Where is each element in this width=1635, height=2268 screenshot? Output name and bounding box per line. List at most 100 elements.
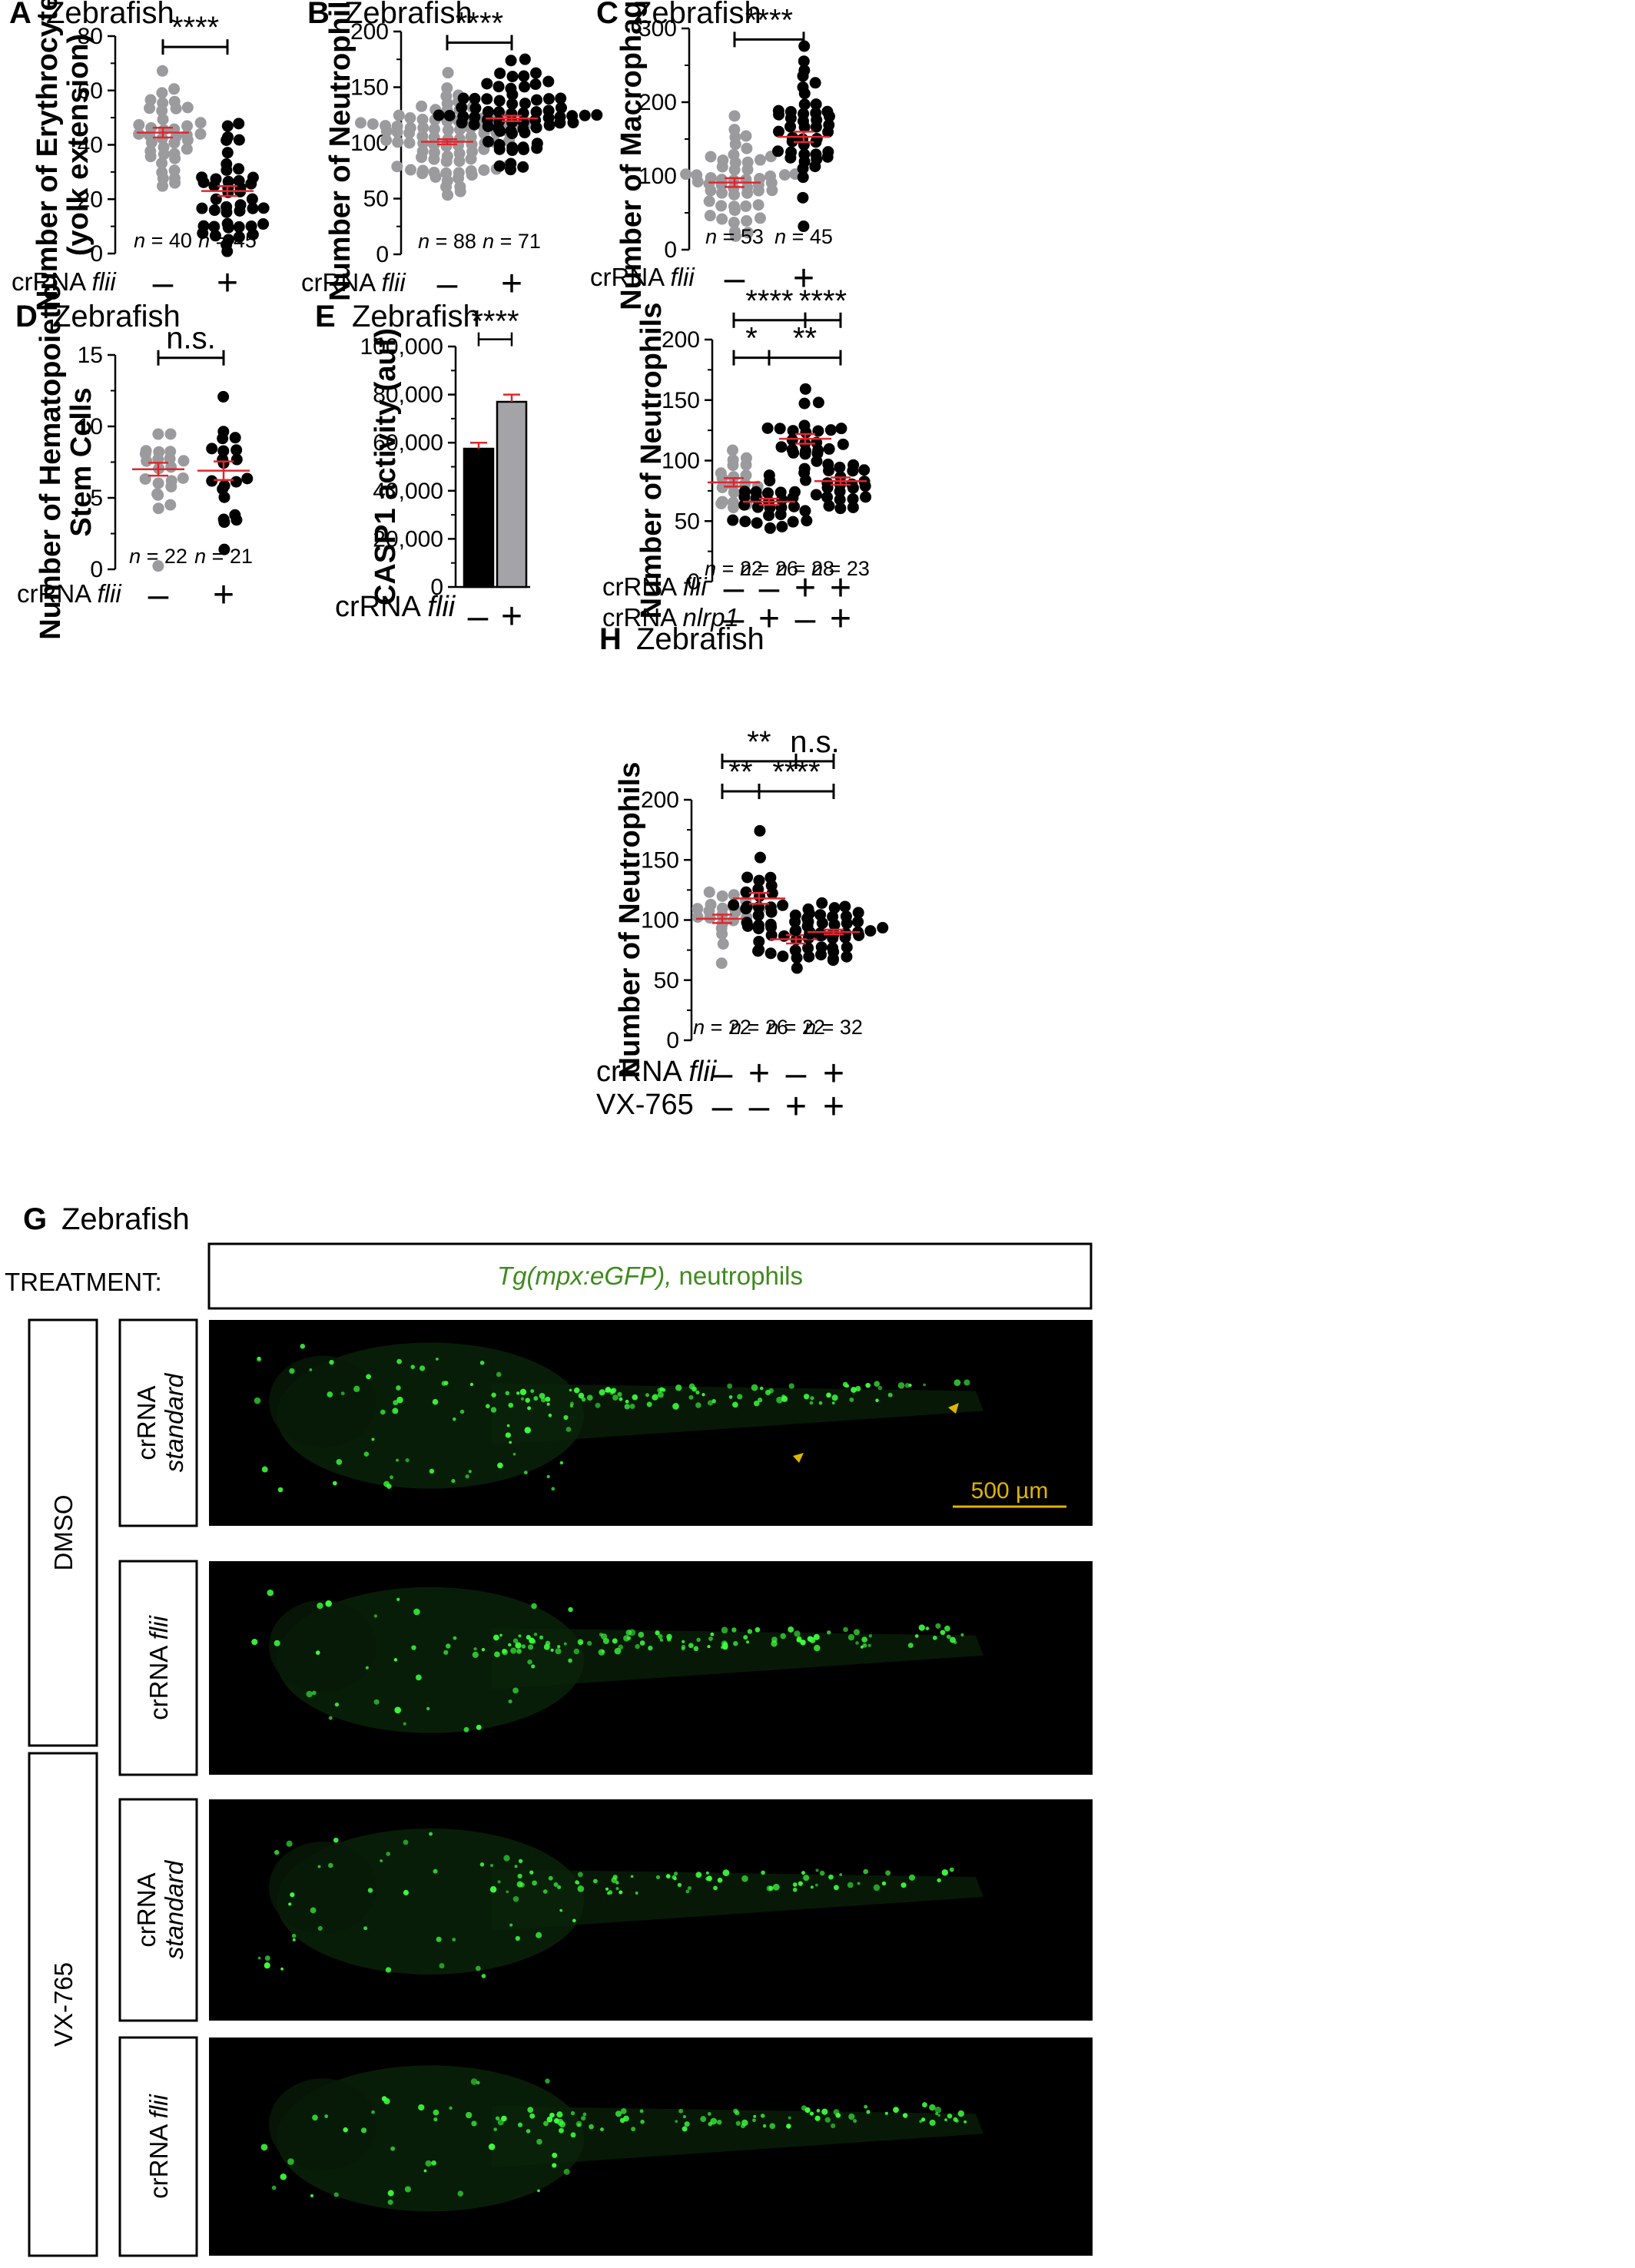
gfp-neutrophil	[373, 1699, 380, 1705]
gfp-neutrophil	[267, 1589, 274, 1597]
data-point	[784, 121, 797, 133]
gfp-neutrophil	[781, 1395, 788, 1402]
gfp-neutrophil	[552, 2163, 557, 2168]
data-point	[715, 467, 727, 479]
data-point	[481, 93, 493, 105]
microscopy-image: 500 µm	[209, 1320, 1093, 1526]
y-tick-label: 100	[638, 164, 677, 189]
data-point	[441, 82, 453, 94]
data-point	[775, 441, 788, 453]
gfp-neutrophil	[768, 1885, 774, 1892]
data-point	[839, 900, 851, 913]
data-point	[740, 452, 752, 464]
group-symbol: +	[785, 1086, 807, 1127]
gfp-neutrophil	[568, 1606, 573, 1613]
data-point	[469, 111, 481, 123]
data-point	[165, 475, 177, 487]
gfp-neutrophil	[625, 1399, 629, 1404]
treatment-label: TREATMENT:	[5, 1268, 162, 1296]
data-point	[164, 428, 177, 440]
gfp-neutrophil	[380, 1859, 383, 1862]
gfp-neutrophil	[831, 1401, 835, 1405]
gfp-neutrophil	[446, 1643, 451, 1649]
gfp-neutrophil	[932, 1635, 937, 1640]
gfp-neutrophil	[675, 2120, 678, 2123]
gfp-neutrophil	[523, 1471, 528, 1475]
data-point	[798, 108, 810, 120]
data-point	[218, 543, 230, 555]
data-point	[814, 909, 827, 921]
data-point	[164, 446, 177, 458]
data-point	[493, 160, 506, 172]
gfp-neutrophil	[884, 2111, 888, 2115]
gfp-neutrophil	[553, 1882, 559, 1888]
gfp-neutrophil	[659, 1638, 664, 1642]
gfp-neutrophil	[332, 1480, 337, 1486]
gfp-neutrophil	[960, 1633, 964, 1636]
data-point	[727, 444, 739, 456]
gfp-neutrophil	[257, 1956, 261, 1960]
data-point	[858, 464, 871, 476]
gfp-neutrophil	[468, 1470, 472, 1474]
gfp-neutrophil	[788, 1626, 794, 1633]
gfp-neutrophil	[360, 2127, 367, 2134]
header-celltype: neutrophils	[672, 1262, 803, 1290]
gfp-neutrophil	[411, 1645, 416, 1650]
header-transgene: Tg(mpx:eGFP),	[497, 1262, 672, 1290]
gfp-neutrophil	[536, 2138, 542, 2145]
gfp-neutrophil	[392, 1408, 399, 1414]
data-point	[194, 128, 207, 140]
gfp-neutrophil	[827, 1630, 831, 1635]
data-point	[218, 479, 230, 492]
gfp-neutrophil	[937, 2114, 940, 2117]
gfp-neutrophil	[617, 1391, 622, 1397]
row-label-italic: standard	[160, 1372, 188, 1472]
gfp-neutrophil	[394, 1706, 402, 1714]
data-point	[428, 123, 440, 135]
gfp-neutrophil	[490, 1407, 497, 1413]
gfp-neutrophil	[443, 1650, 449, 1655]
data-point	[847, 459, 860, 471]
data-point	[366, 118, 379, 130]
gfp-neutrophil	[515, 1642, 522, 1649]
y-axis-label: Number of Neutrophils	[635, 303, 668, 619]
data-point	[791, 962, 803, 974]
data-point	[440, 167, 453, 179]
data-point	[151, 488, 164, 500]
gfp-neutrophil	[261, 1466, 268, 1473]
gfp-neutrophil	[655, 1630, 660, 1636]
gfp-neutrophil	[264, 1962, 270, 1969]
gfp-neutrophil	[525, 1398, 530, 1403]
gfp-neutrophil	[705, 1871, 709, 1875]
group-symbol: –	[437, 264, 458, 304]
data-point	[139, 472, 151, 485]
microscopy-image	[209, 1799, 1093, 2021]
gfp-neutrophil	[527, 1406, 532, 1411]
gfp-neutrophil	[646, 1401, 652, 1408]
gfp-neutrophil	[557, 1645, 561, 1649]
data-point	[798, 65, 811, 77]
gfp-neutrophil	[426, 1706, 430, 1711]
y-tick-label: 60,000	[373, 430, 443, 456]
gfp-neutrophil	[612, 1638, 618, 1644]
group-symbol: +	[830, 598, 851, 639]
gfp-neutrophil	[495, 2116, 500, 2120]
data-point	[877, 922, 889, 934]
gfp-neutrophil	[818, 1401, 823, 1405]
row-label-italic: standard	[160, 1859, 188, 1959]
gfp-neutrophil	[274, 1849, 280, 1855]
gfp-neutrophil	[708, 1636, 713, 1641]
data-point	[221, 120, 234, 132]
data-point	[517, 161, 529, 173]
data-point	[741, 156, 754, 168]
gfp-neutrophil	[810, 1885, 814, 1889]
data-point	[764, 522, 776, 534]
gfp-neutrophil	[429, 1832, 433, 1836]
gfp-neutrophil	[753, 2114, 757, 2118]
row-label: crRNA flii	[590, 263, 695, 291]
data-point	[469, 102, 482, 114]
data-point	[208, 220, 221, 233]
group-symbol: +	[501, 596, 522, 637]
data-point	[156, 87, 168, 99]
gfp-neutrophil	[914, 1634, 919, 1638]
